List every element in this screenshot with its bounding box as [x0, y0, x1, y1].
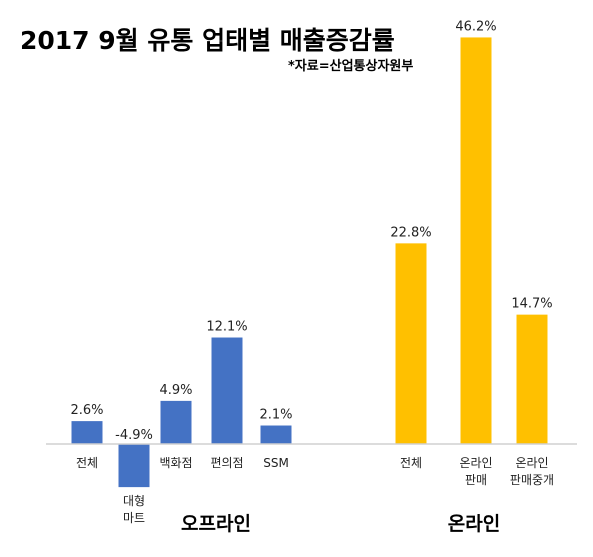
category-label-0-2-0: 백화점	[159, 456, 192, 470]
category-label-0-3-0: 편의점	[210, 456, 243, 470]
bar-0-2	[160, 400, 192, 444]
category-label-0-4-0: SSM	[263, 456, 289, 470]
chart-source: *자료=산업통상자원부	[288, 58, 413, 74]
category-label-1-1-0: 온라인	[459, 456, 492, 470]
category-label-1-2-1: 판매중개	[510, 473, 554, 487]
category-label-0-0-0: 전체	[76, 456, 98, 470]
value-label-0-0: 2.6%	[70, 403, 103, 418]
category-label-0-1-0: 대형	[123, 494, 145, 508]
chart-title: 2017 9월 유통 업태별 매출증감률	[20, 26, 395, 55]
bar-1-1	[460, 37, 492, 444]
group-label-0: 오프라인	[181, 513, 251, 535]
value-label-1-2: 14.7%	[511, 297, 552, 312]
bar-0-4	[260, 425, 292, 444]
bar-0-3	[211, 337, 243, 444]
bar-0-1	[118, 444, 150, 488]
category-label-0-1-1: 마트	[123, 511, 145, 525]
bar-0-0	[71, 421, 103, 444]
value-label-0-1: -4.9%	[115, 428, 153, 443]
category-label-1-0-0: 전체	[400, 456, 422, 470]
category-label-1-1-1: 판매	[465, 473, 487, 487]
value-label-0-4: 2.1%	[259, 408, 292, 423]
category-label-1-2-0: 온라인	[515, 456, 548, 470]
value-label-0-3: 12.1%	[206, 320, 247, 335]
value-label-1-1: 46.2%	[455, 19, 496, 34]
value-label-0-2: 4.9%	[159, 383, 192, 398]
group-label-1: 온라인	[448, 513, 500, 535]
bar-1-2	[516, 314, 548, 444]
bar-1-0	[395, 243, 427, 444]
value-label-1-0: 22.8%	[390, 225, 431, 240]
